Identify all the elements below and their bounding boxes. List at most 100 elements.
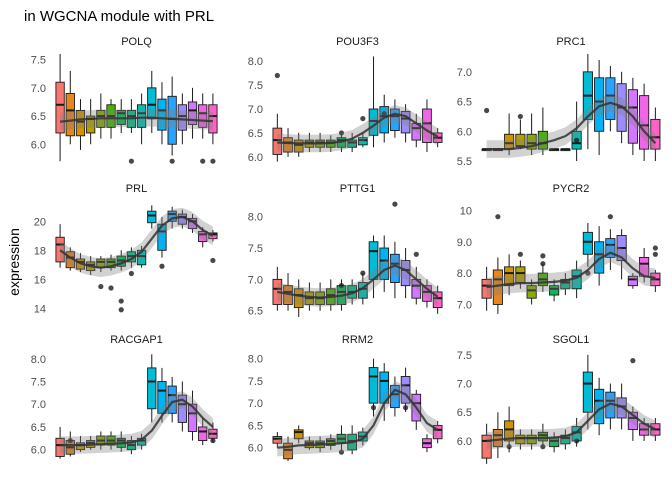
box-1 (55, 224, 65, 268)
box-body (187, 101, 198, 125)
box-body (605, 238, 616, 258)
y-tick-label: 6.0 (457, 436, 472, 448)
box-12 (605, 229, 616, 270)
box-body (283, 442, 293, 460)
box-14 (187, 87, 198, 139)
box-11 (157, 367, 167, 423)
box-11 (157, 82, 167, 145)
box-3 (504, 406, 515, 453)
outlier-point (210, 437, 216, 444)
panel-pou3f3: POU3F3 6.0 6.5 7.0 7.5 8.0 (248, 36, 443, 164)
trend-ribbon (277, 105, 438, 153)
box-6 (106, 431, 116, 450)
box-12 (390, 99, 400, 138)
box-body (504, 420, 515, 442)
box-16 (432, 128, 443, 148)
box-13 (177, 381, 187, 432)
trend-line (486, 101, 657, 151)
box-15 (198, 417, 208, 446)
box-body (293, 429, 304, 440)
box-body (515, 434, 526, 445)
box-16 (650, 107, 661, 162)
y-tick-label: 9.0 (457, 237, 472, 249)
box-6 (106, 99, 116, 139)
outlier-point (159, 263, 165, 269)
box-body (106, 258, 116, 269)
outlier-point (128, 270, 135, 277)
box-8 (560, 148, 571, 152)
panel-pttg1: PTTG1 6.5 7.0 7.5 8.0 (248, 183, 443, 318)
facet-panels: POLQ 6.0 6.5 7.0 7.5 POU3F3 6.0 6.5 7.0 7.5 8.0 PRC… (31, 36, 661, 464)
box-body (86, 115, 96, 134)
box-body (272, 127, 283, 155)
panel-strip-label: RRM2 (342, 334, 373, 346)
outlier-point (338, 130, 345, 136)
box-body (167, 385, 177, 414)
box-6 (537, 423, 548, 447)
box-body (422, 108, 432, 143)
box-15 (422, 99, 432, 153)
box-body (65, 93, 75, 137)
box-10 (582, 222, 593, 267)
box-body (526, 434, 537, 445)
box-body (75, 109, 86, 137)
box-1 (55, 54, 65, 162)
box-14 (627, 273, 638, 289)
y-tick-label: 14 (34, 303, 46, 315)
trend-ribbon (486, 94, 656, 158)
box-6 (106, 254, 116, 271)
box-16 (650, 269, 661, 292)
box-3 (75, 99, 86, 150)
box-10 (147, 354, 157, 423)
box-body (481, 278, 492, 299)
box-10 (368, 56, 379, 148)
y-tick-label: 7.0 (31, 399, 46, 411)
box-body (75, 442, 86, 451)
box-body (198, 230, 208, 243)
box-body (177, 394, 187, 423)
box-body (368, 367, 379, 404)
box-body (422, 285, 432, 302)
outlier-point (574, 438, 580, 444)
box-7 (549, 148, 560, 152)
outlier-point (210, 257, 216, 264)
box-body (208, 232, 218, 240)
box-body (400, 110, 411, 134)
trend-line (486, 251, 656, 289)
outlier-point (402, 405, 409, 411)
outlier-point (360, 115, 366, 122)
box-2 (283, 273, 293, 311)
box-body (147, 367, 157, 410)
trend-line (486, 402, 656, 442)
y-tick-label: 7.0 (457, 299, 472, 311)
panel-strip-label: PTTG1 (340, 183, 375, 195)
outlier-point (169, 158, 175, 164)
box-12 (605, 65, 616, 132)
box-body (136, 104, 147, 128)
box-body (272, 436, 283, 444)
outlier-point (98, 283, 104, 290)
y-tick-label: 8.0 (248, 354, 263, 366)
outlier-point (607, 214, 613, 220)
box-15 (639, 83, 650, 162)
y-tick-label: 18 (34, 245, 46, 257)
box-3 (293, 425, 304, 444)
box-body (526, 285, 537, 299)
y-tick-label: 7.5 (248, 243, 263, 255)
box-12 (167, 206, 177, 229)
y-tick-label: 8.0 (248, 212, 263, 224)
box-5 (526, 279, 537, 305)
box-9 (358, 132, 368, 148)
outlier-point (540, 253, 546, 259)
y-tick-label: 7.0 (248, 274, 263, 286)
box-body (147, 87, 157, 120)
y-tick-label: 6.5 (31, 111, 46, 123)
outlier-point (540, 261, 546, 267)
box-2 (492, 412, 503, 459)
box-12 (167, 376, 177, 423)
box-body (187, 403, 198, 432)
y-tick-label: 7.0 (31, 83, 46, 95)
trend-ribbon (277, 256, 438, 307)
y-tick-label: 6.0 (248, 152, 263, 164)
